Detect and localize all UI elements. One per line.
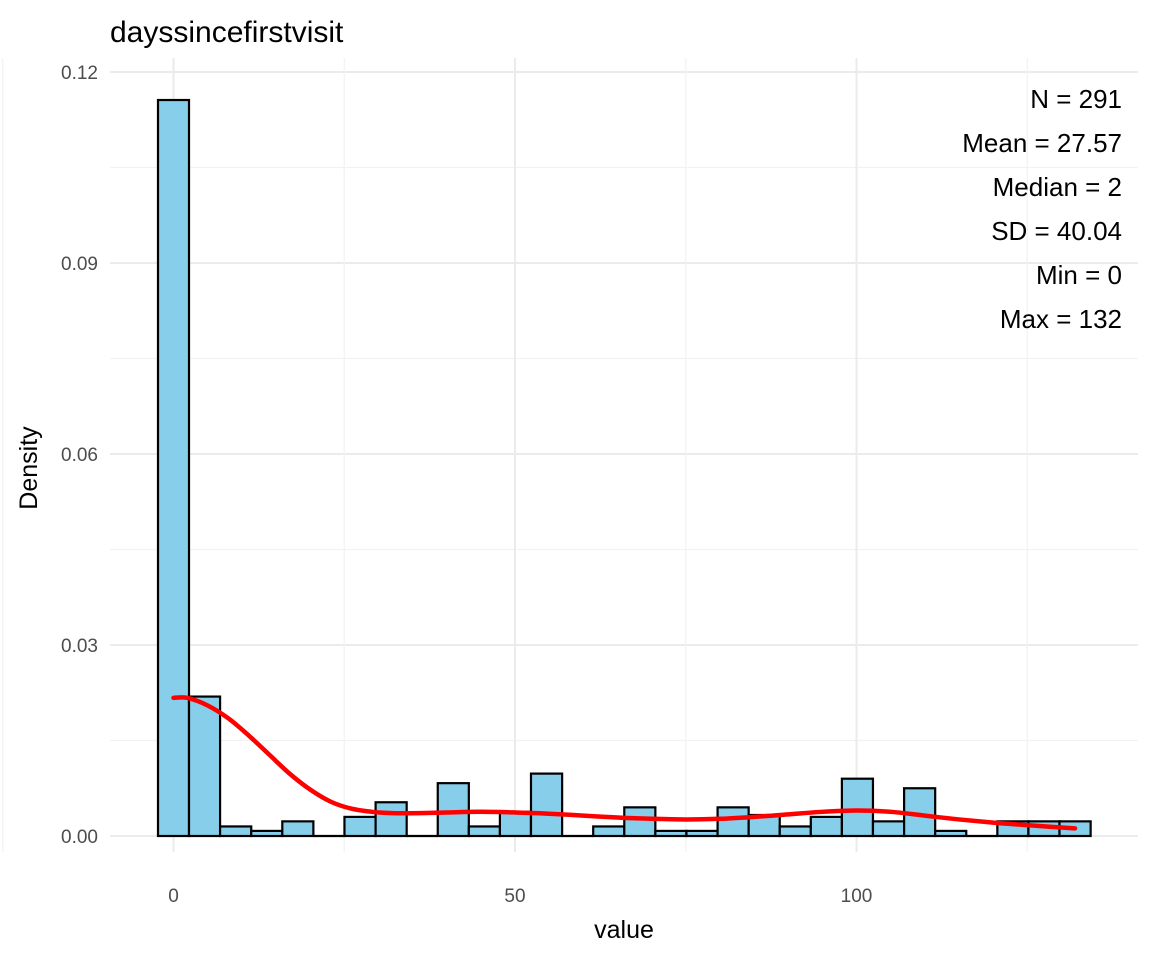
histogram-bar xyxy=(156,98,191,838)
histogram-bar xyxy=(778,825,812,838)
x-tick-label: 50 xyxy=(504,886,525,907)
stat-median: Median = 2 xyxy=(993,172,1122,202)
y-tick-label: 0.03 xyxy=(61,636,98,657)
histogram-bar xyxy=(187,695,222,838)
histogram-bar xyxy=(250,829,284,838)
y-tick-label: 0.09 xyxy=(61,254,98,275)
density-curve xyxy=(171,695,1078,831)
histogram-bar xyxy=(498,810,533,838)
x-axis-label: value xyxy=(594,916,654,944)
x-axis-ticks: 0 50 100 xyxy=(168,886,872,907)
histogram-bar xyxy=(685,829,719,838)
histogram-bar xyxy=(436,782,470,838)
histogram-bar xyxy=(871,820,906,838)
histogram-bar xyxy=(281,820,315,838)
stat-mean: Mean = 27.57 xyxy=(962,128,1122,158)
histogram-bar xyxy=(934,829,968,838)
stat-max: Max = 132 xyxy=(1000,304,1122,334)
histogram-bar xyxy=(592,825,626,838)
histogram-bar xyxy=(623,806,657,838)
histogram-bar xyxy=(467,825,502,838)
stat-min: Min = 0 xyxy=(1036,260,1122,290)
stat-n: N = 291 xyxy=(1030,84,1122,114)
histogram-bar xyxy=(654,829,688,838)
x-tick-label: 100 xyxy=(841,886,873,907)
chart-title: dayssincefirstvisit xyxy=(110,16,344,49)
stat-sd: SD = 40.04 xyxy=(991,216,1122,246)
histogram-bar xyxy=(343,815,377,838)
histogram-bar xyxy=(374,801,408,838)
y-tick-label: 0.12 xyxy=(61,63,98,84)
histogram-bar xyxy=(840,777,875,838)
y-tick-label: 0.00 xyxy=(61,827,98,848)
y-tick-label: 0.06 xyxy=(61,445,98,466)
y-axis-label: Density xyxy=(15,426,43,510)
summary-stats: N = 291 Mean = 27.57 Median = 2 SD = 40.… xyxy=(962,84,1122,334)
x-tick-label: 0 xyxy=(168,886,179,907)
y-axis-ticks: 0.00 0.03 0.06 0.09 0.12 xyxy=(61,63,98,848)
histogram-bar xyxy=(809,815,843,838)
histogram-bar xyxy=(716,806,750,838)
histogram-bar xyxy=(529,772,564,838)
histogram-bar xyxy=(218,825,253,838)
histogram-bars xyxy=(156,98,1092,838)
